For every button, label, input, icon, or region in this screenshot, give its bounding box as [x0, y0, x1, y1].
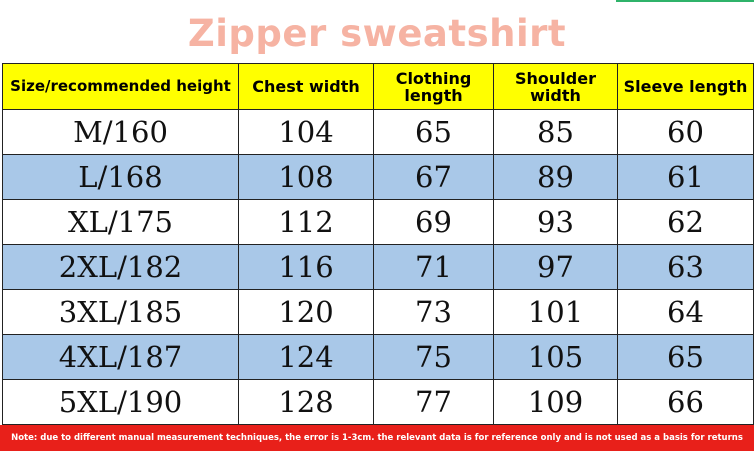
shoulder-cell: 85: [493, 109, 618, 155]
header-sleeve-length: Sleeve length: [617, 63, 754, 110]
table-row: 2XL/182 116 71 97 63: [2, 244, 754, 290]
chest-cell: 120: [238, 289, 374, 335]
top-accent-line: [616, 0, 754, 2]
shoulder-cell: 109: [493, 379, 618, 425]
sleeve-cell: 63: [617, 244, 754, 290]
sleeve-cell: 62: [617, 199, 754, 245]
size-cell: L/168: [2, 154, 239, 200]
shoulder-cell: 89: [493, 154, 618, 200]
chest-cell: 116: [238, 244, 374, 290]
shoulder-cell: 93: [493, 199, 618, 245]
size-table: Size/recommended height Chest width Clot…: [2, 63, 754, 425]
header-clothing-length: Clothing length: [373, 63, 494, 110]
measurement-note-banner: Note: due to different manual measuremen…: [0, 425, 754, 451]
chest-cell: 104: [238, 109, 374, 155]
header-chest-width: Chest width: [238, 63, 374, 110]
length-cell: 65: [373, 109, 494, 155]
length-cell: 69: [373, 199, 494, 245]
sleeve-cell: 61: [617, 154, 754, 200]
table-row: XL/175 112 69 93 62: [2, 199, 754, 245]
size-cell: 5XL/190: [2, 379, 239, 425]
table-row: 5XL/190 128 77 109 66: [2, 379, 754, 425]
size-cell: M/160: [2, 109, 239, 155]
chest-cell: 124: [238, 334, 374, 380]
length-cell: 67: [373, 154, 494, 200]
size-cell: 3XL/185: [2, 289, 239, 335]
table-row: L/168 108 67 89 61: [2, 154, 754, 200]
table-row: M/160 104 65 85 60: [2, 109, 754, 155]
shoulder-cell: 97: [493, 244, 618, 290]
sleeve-cell: 64: [617, 289, 754, 335]
header-shoulder-width: Shoulder width: [493, 63, 618, 110]
header-size-height: Size/recommended height: [2, 63, 239, 110]
length-cell: 71: [373, 244, 494, 290]
size-cell: 2XL/182: [2, 244, 239, 290]
sleeve-cell: 65: [617, 334, 754, 380]
chest-cell: 128: [238, 379, 374, 425]
size-cell: 4XL/187: [2, 334, 239, 380]
table-row: 3XL/185 120 73 101 64: [2, 289, 754, 335]
chest-cell: 112: [238, 199, 374, 245]
length-cell: 75: [373, 334, 494, 380]
shoulder-cell: 105: [493, 334, 618, 380]
shoulder-cell: 101: [493, 289, 618, 335]
length-cell: 73: [373, 289, 494, 335]
table-header-row: Size/recommended height Chest width Clot…: [2, 63, 754, 110]
sleeve-cell: 60: [617, 109, 754, 155]
page-title: Zipper sweatshirt: [187, 12, 567, 55]
chest-cell: 108: [238, 154, 374, 200]
table-row: 4XL/187 124 75 105 65: [2, 334, 754, 380]
length-cell: 77: [373, 379, 494, 425]
sleeve-cell: 66: [617, 379, 754, 425]
size-cell: XL/175: [2, 199, 239, 245]
